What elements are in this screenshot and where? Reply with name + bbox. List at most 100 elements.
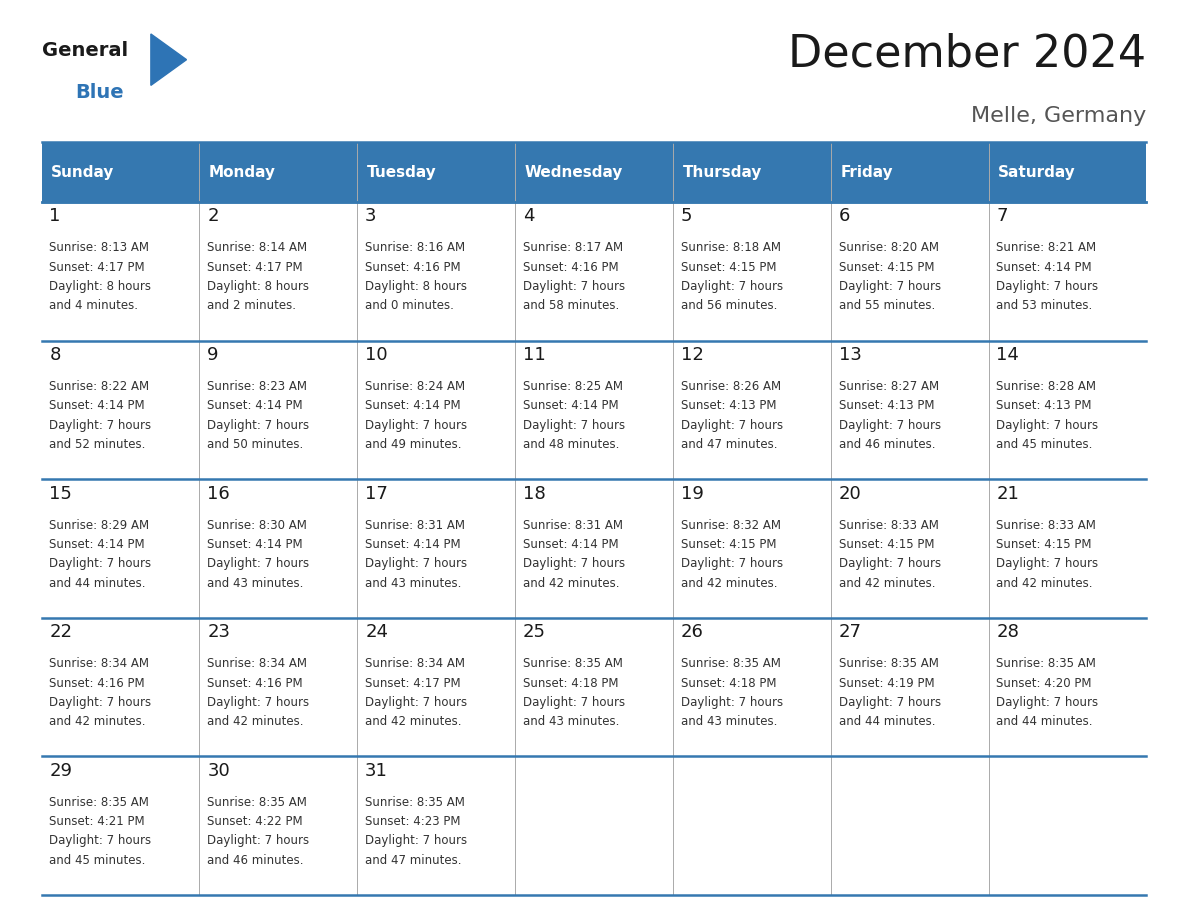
Text: and 42 minutes.: and 42 minutes. — [207, 715, 304, 728]
Text: and 45 minutes.: and 45 minutes. — [997, 438, 1093, 451]
Bar — [516, 142, 672, 202]
Text: and 48 minutes.: and 48 minutes. — [523, 438, 619, 451]
Text: Sunrise: 8:35 AM: Sunrise: 8:35 AM — [365, 796, 465, 809]
Text: Sunrise: 8:20 AM: Sunrise: 8:20 AM — [839, 241, 939, 254]
Text: and 42 minutes.: and 42 minutes. — [839, 577, 935, 589]
Text: 14: 14 — [997, 346, 1019, 364]
Text: Daylight: 7 hours: Daylight: 7 hours — [207, 834, 309, 847]
Text: 20: 20 — [839, 485, 861, 503]
Text: Sunrise: 8:18 AM: Sunrise: 8:18 AM — [681, 241, 781, 254]
Bar — [358, 142, 516, 202]
Text: Sunset: 4:17 PM: Sunset: 4:17 PM — [50, 261, 145, 274]
Text: and 50 minutes.: and 50 minutes. — [207, 438, 304, 451]
Text: 30: 30 — [207, 762, 230, 780]
Bar — [42, 479, 200, 618]
Bar — [830, 479, 988, 618]
Text: 16: 16 — [207, 485, 230, 503]
Text: Sunrise: 8:35 AM: Sunrise: 8:35 AM — [997, 657, 1097, 670]
Text: Sunset: 4:15 PM: Sunset: 4:15 PM — [839, 261, 934, 274]
Text: Daylight: 7 hours: Daylight: 7 hours — [997, 280, 1099, 293]
Bar — [516, 341, 672, 479]
Text: Daylight: 8 hours: Daylight: 8 hours — [365, 280, 467, 293]
Text: Sunrise: 8:14 AM: Sunrise: 8:14 AM — [207, 241, 308, 254]
Text: Friday: Friday — [840, 164, 893, 180]
Text: 28: 28 — [997, 623, 1019, 642]
Text: Sunset: 4:14 PM: Sunset: 4:14 PM — [207, 399, 303, 412]
Text: Sunset: 4:16 PM: Sunset: 4:16 PM — [365, 261, 461, 274]
Text: Sunrise: 8:34 AM: Sunrise: 8:34 AM — [50, 657, 150, 670]
Text: Sunset: 4:18 PM: Sunset: 4:18 PM — [523, 677, 619, 689]
Text: and 53 minutes.: and 53 minutes. — [997, 299, 1093, 312]
Text: 25: 25 — [523, 623, 546, 642]
Text: Sunset: 4:14 PM: Sunset: 4:14 PM — [207, 538, 303, 551]
Text: Sunset: 4:22 PM: Sunset: 4:22 PM — [207, 815, 303, 828]
Bar — [200, 479, 358, 618]
Bar — [358, 341, 516, 479]
Text: and 46 minutes.: and 46 minutes. — [839, 438, 935, 451]
Text: Sunrise: 8:33 AM: Sunrise: 8:33 AM — [839, 519, 939, 532]
Text: Daylight: 7 hours: Daylight: 7 hours — [365, 419, 467, 431]
Text: 18: 18 — [523, 485, 545, 503]
Text: Daylight: 7 hours: Daylight: 7 hours — [681, 557, 783, 570]
Text: and 42 minutes.: and 42 minutes. — [997, 577, 1093, 589]
Text: 10: 10 — [365, 346, 387, 364]
Text: Sunrise: 8:35 AM: Sunrise: 8:35 AM — [207, 796, 308, 809]
Text: Sunset: 4:14 PM: Sunset: 4:14 PM — [523, 399, 619, 412]
Text: Daylight: 7 hours: Daylight: 7 hours — [523, 696, 625, 709]
Text: Sunrise: 8:31 AM: Sunrise: 8:31 AM — [365, 519, 466, 532]
Bar — [988, 341, 1146, 479]
Text: Sunset: 4:15 PM: Sunset: 4:15 PM — [681, 261, 776, 274]
Text: and 49 minutes.: and 49 minutes. — [365, 438, 462, 451]
Text: Sunrise: 8:30 AM: Sunrise: 8:30 AM — [207, 519, 308, 532]
Text: Sunset: 4:14 PM: Sunset: 4:14 PM — [997, 261, 1092, 274]
Bar — [672, 341, 830, 479]
Text: and 47 minutes.: and 47 minutes. — [365, 854, 462, 867]
Text: 21: 21 — [997, 485, 1019, 503]
Text: Sunset: 4:21 PM: Sunset: 4:21 PM — [50, 815, 145, 828]
Bar — [42, 618, 200, 756]
Text: Sunrise: 8:32 AM: Sunrise: 8:32 AM — [681, 519, 781, 532]
Text: Sunset: 4:23 PM: Sunset: 4:23 PM — [365, 815, 461, 828]
Text: 29: 29 — [50, 762, 72, 780]
Text: 2: 2 — [207, 207, 219, 226]
Bar — [200, 142, 358, 202]
Text: and 0 minutes.: and 0 minutes. — [365, 299, 454, 312]
Text: and 42 minutes.: and 42 minutes. — [681, 577, 777, 589]
Text: 31: 31 — [365, 762, 388, 780]
Bar — [516, 618, 672, 756]
Text: Sunrise: 8:25 AM: Sunrise: 8:25 AM — [523, 380, 623, 393]
Bar — [358, 479, 516, 618]
Text: 23: 23 — [207, 623, 230, 642]
Text: and 43 minutes.: and 43 minutes. — [523, 715, 619, 728]
Text: Sunrise: 8:16 AM: Sunrise: 8:16 AM — [365, 241, 466, 254]
Text: 26: 26 — [681, 623, 703, 642]
Text: Sunset: 4:13 PM: Sunset: 4:13 PM — [681, 399, 776, 412]
Text: and 47 minutes.: and 47 minutes. — [681, 438, 777, 451]
Bar — [358, 202, 516, 341]
Text: Sunrise: 8:35 AM: Sunrise: 8:35 AM — [50, 796, 150, 809]
Bar — [830, 142, 988, 202]
Text: Sunrise: 8:13 AM: Sunrise: 8:13 AM — [50, 241, 150, 254]
Text: Sunset: 4:13 PM: Sunset: 4:13 PM — [839, 399, 934, 412]
Bar — [830, 202, 988, 341]
Text: Sunrise: 8:22 AM: Sunrise: 8:22 AM — [50, 380, 150, 393]
Text: Sunset: 4:14 PM: Sunset: 4:14 PM — [365, 399, 461, 412]
Text: Sunrise: 8:35 AM: Sunrise: 8:35 AM — [523, 657, 623, 670]
Text: Daylight: 7 hours: Daylight: 7 hours — [523, 557, 625, 570]
Bar — [988, 756, 1146, 895]
Text: Sunrise: 8:35 AM: Sunrise: 8:35 AM — [681, 657, 781, 670]
Text: 8: 8 — [50, 346, 61, 364]
Text: Monday: Monday — [209, 164, 276, 180]
Text: Daylight: 7 hours: Daylight: 7 hours — [681, 696, 783, 709]
Text: December 2024: December 2024 — [789, 32, 1146, 75]
Bar — [42, 341, 200, 479]
Text: Sunset: 4:17 PM: Sunset: 4:17 PM — [365, 677, 461, 689]
Text: Daylight: 7 hours: Daylight: 7 hours — [681, 419, 783, 431]
Text: Daylight: 7 hours: Daylight: 7 hours — [50, 419, 152, 431]
Text: Sunset: 4:20 PM: Sunset: 4:20 PM — [997, 677, 1092, 689]
Bar — [988, 479, 1146, 618]
Text: and 46 minutes.: and 46 minutes. — [207, 854, 304, 867]
Text: Sunset: 4:16 PM: Sunset: 4:16 PM — [50, 677, 145, 689]
Text: and 42 minutes.: and 42 minutes. — [523, 577, 619, 589]
Text: Daylight: 7 hours: Daylight: 7 hours — [207, 557, 309, 570]
